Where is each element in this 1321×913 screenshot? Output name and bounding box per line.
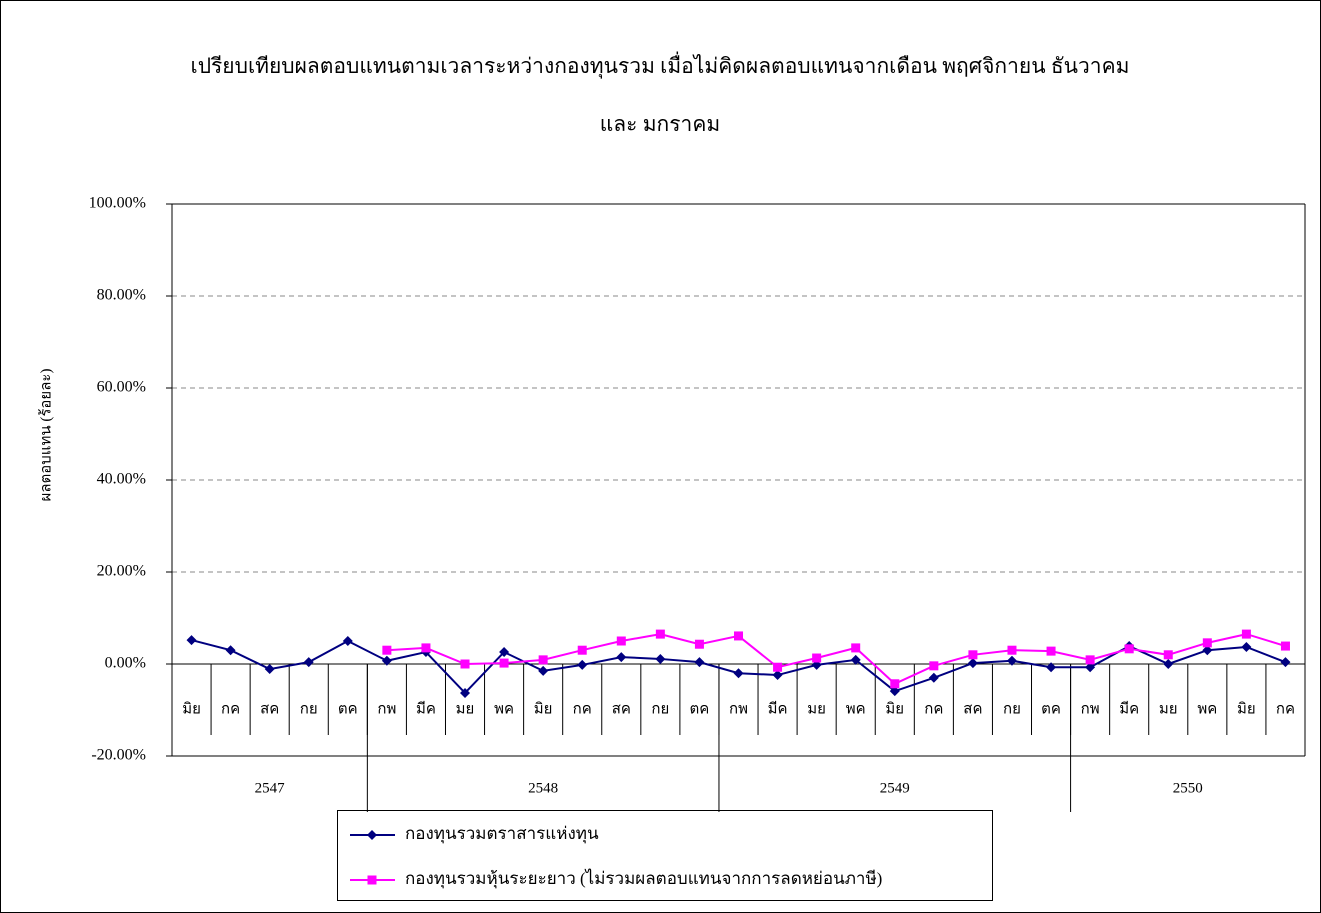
x-tick-label: มิย — [534, 700, 553, 717]
x-tick-label: มีค — [416, 700, 436, 717]
legend-label: กองทุนรวมตราสารแห่งทุน — [405, 824, 599, 844]
legend-marker — [368, 876, 377, 885]
x-tick-label: พค — [846, 701, 866, 717]
group-label: 2548 — [528, 780, 558, 796]
x-tick-label: มย — [1159, 701, 1178, 717]
chart-title: เปรียบเทียบผลตอบแทนตามเวลาระหว่างกองทุนร… — [191, 51, 1130, 79]
x-tick-label: กพ — [1081, 701, 1100, 717]
data-point — [461, 660, 470, 669]
data-point — [734, 631, 743, 640]
y-tick-label: -20.00% — [91, 747, 146, 764]
x-tick-label: กค — [924, 701, 943, 717]
x-tick-label: มย — [456, 701, 475, 717]
x-tick-label: กค — [221, 701, 240, 717]
data-point — [382, 646, 391, 655]
data-point — [500, 659, 509, 668]
data-point — [890, 679, 899, 688]
chart-frame — [1, 1, 1321, 913]
data-point — [1007, 646, 1016, 655]
data-point — [1203, 638, 1212, 647]
chart-title: และ มกราคม — [600, 112, 720, 136]
data-point — [1242, 630, 1251, 639]
group-label: 2547 — [255, 780, 286, 796]
data-point — [656, 630, 665, 639]
y-tick-label: 20.00% — [97, 563, 146, 580]
data-point — [617, 637, 626, 646]
data-point — [812, 654, 821, 663]
data-point — [421, 643, 430, 652]
data-point — [1125, 644, 1134, 653]
x-tick-label: ตค — [690, 701, 710, 717]
y-tick-label: 100.00% — [89, 195, 146, 212]
y-tick-label: 60.00% — [97, 379, 146, 396]
y-axis-label: ผลตอบแทน (ร้อยละ) — [37, 369, 54, 502]
data-point — [929, 661, 938, 670]
x-tick-label: มิย — [885, 700, 904, 717]
y-tick-label: 80.00% — [97, 287, 146, 304]
data-point — [539, 655, 548, 664]
legend-label: กองทุนรวมหุ้นระยะยาว (ไม่รวมผลตอบแทนจากก… — [405, 868, 882, 889]
data-point — [851, 643, 860, 652]
x-tick-label: กย — [300, 701, 318, 717]
x-tick-label: กย — [1003, 701, 1021, 717]
y-tick-label: 0.00% — [105, 655, 146, 672]
x-tick-label: ตค — [338, 701, 358, 717]
x-tick-label: พค — [494, 701, 514, 717]
x-tick-label: สค — [260, 701, 279, 717]
x-tick-label: กพ — [729, 701, 748, 717]
x-tick-label: กค — [573, 701, 592, 717]
group-label: 2549 — [880, 780, 910, 796]
data-point — [1047, 647, 1056, 656]
x-tick-label: กพ — [377, 701, 396, 717]
data-point — [968, 650, 977, 659]
x-tick-label: พค — [1197, 701, 1217, 717]
data-point — [695, 640, 704, 649]
x-tick-label: สค — [963, 701, 982, 717]
data-point — [578, 646, 587, 655]
x-tick-label: กค — [1276, 701, 1295, 717]
data-point — [1281, 642, 1290, 651]
x-tick-label: มีค — [768, 700, 788, 717]
data-point — [1164, 650, 1173, 659]
x-tick-label: มิย — [182, 700, 201, 717]
x-tick-label: ตค — [1041, 701, 1061, 717]
group-label: 2550 — [1173, 780, 1203, 796]
x-tick-label: สค — [612, 701, 631, 717]
chart: เปรียบเทียบผลตอบแทนตามเวลาระหว่างกองทุนร… — [0, 0, 1321, 913]
x-tick-label: กย — [651, 701, 669, 717]
x-tick-label: มย — [807, 701, 826, 717]
data-point — [773, 663, 782, 672]
x-tick-label: มิย — [1237, 700, 1256, 717]
x-tick-label: มีค — [1119, 700, 1139, 717]
data-point — [1086, 655, 1095, 664]
y-tick-label: 40.00% — [97, 471, 146, 488]
